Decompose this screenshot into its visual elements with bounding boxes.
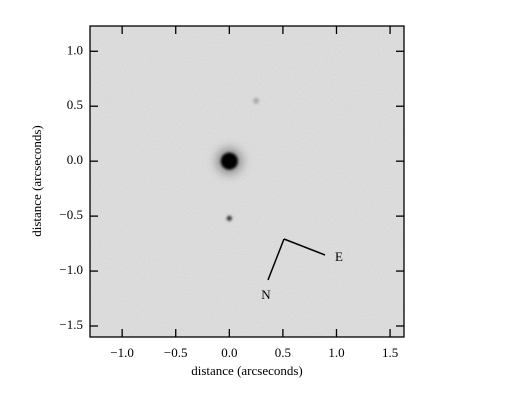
y-tick-label: −1.5 bbox=[59, 317, 83, 332]
x-tick-label: 1.5 bbox=[382, 345, 398, 360]
image-background bbox=[90, 26, 404, 337]
compass-north bbox=[267, 238, 285, 281]
x-axis-label: distance (arcseconds) bbox=[191, 363, 303, 378]
source bbox=[220, 152, 238, 170]
y-axis-label: distance (arcseconds) bbox=[29, 125, 44, 237]
y-tick-label: −1.0 bbox=[59, 262, 83, 277]
x-tick-label: −1.0 bbox=[110, 345, 134, 360]
x-tick-label: 0.5 bbox=[275, 345, 291, 360]
annotation: E bbox=[335, 249, 343, 264]
y-tick-label: 0.0 bbox=[67, 152, 83, 167]
y-tick-label: 1.0 bbox=[67, 42, 83, 57]
x-tick-label: 1.0 bbox=[328, 345, 344, 360]
source bbox=[226, 215, 232, 221]
source bbox=[253, 97, 260, 104]
annotation: N bbox=[261, 287, 271, 302]
y-tick-label: −0.5 bbox=[59, 207, 83, 222]
x-tick-label: 0.0 bbox=[221, 345, 237, 360]
compass-east bbox=[283, 238, 326, 256]
x-tick-label: −0.5 bbox=[164, 345, 188, 360]
compass: N E bbox=[261, 238, 343, 302]
plot-frame bbox=[89, 25, 405, 338]
y-tick-label: 0.5 bbox=[67, 97, 83, 112]
